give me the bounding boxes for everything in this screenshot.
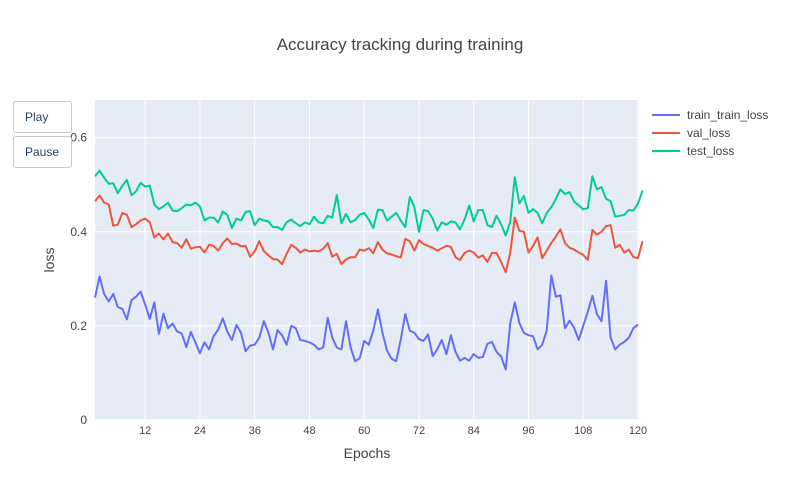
legend-item-test_loss[interactable]: test_loss xyxy=(652,144,734,158)
x-tick-label: 24 xyxy=(194,425,206,437)
legend-label: val_loss xyxy=(687,126,730,140)
pause-button[interactable]: Pause xyxy=(13,136,72,168)
x-tick-label: 84 xyxy=(468,425,480,437)
y-tick-label: 0.6 xyxy=(70,131,87,145)
series-line-train_train_loss xyxy=(94,274,639,371)
chart-title: Accuracy tracking during training xyxy=(277,35,524,54)
x-tick-label: 72 xyxy=(413,425,425,437)
x-tick-label: 96 xyxy=(522,425,534,437)
plot-area xyxy=(95,100,638,420)
legend[interactable]: train_train_loss val_loss test_loss xyxy=(652,108,768,158)
grid-lines xyxy=(95,100,639,421)
x-tick-label: 60 xyxy=(358,425,370,437)
y-tick-label: 0.4 xyxy=(70,225,87,239)
y-axis-label: loss xyxy=(41,248,57,273)
legend-item-train_train_loss[interactable]: train_train_loss xyxy=(652,108,768,122)
x-tick-label: 120 xyxy=(629,425,647,437)
series-line-val_loss xyxy=(94,194,644,274)
x-tick-label: 108 xyxy=(574,425,592,437)
x-axis-label: Epochs xyxy=(344,445,391,461)
series-lines xyxy=(94,169,644,371)
x-tick-label: 12 xyxy=(139,425,151,437)
legend-label: test_loss xyxy=(687,144,734,158)
axis-ticks: 0 0.2 0.4 0.6 12 24 36 48 60 72 84 96 108 120 xyxy=(70,131,647,437)
play-button[interactable]: Play xyxy=(13,101,72,133)
legend-item-val_loss[interactable]: val_loss xyxy=(652,126,730,140)
y-tick-label: 0.2 xyxy=(70,319,87,333)
legend-label: train_train_loss xyxy=(687,108,768,122)
x-tick-label: 36 xyxy=(249,425,261,437)
y-tick-label: 0 xyxy=(80,413,87,427)
series-line-test_loss xyxy=(94,169,644,237)
x-tick-label: 48 xyxy=(303,425,315,437)
